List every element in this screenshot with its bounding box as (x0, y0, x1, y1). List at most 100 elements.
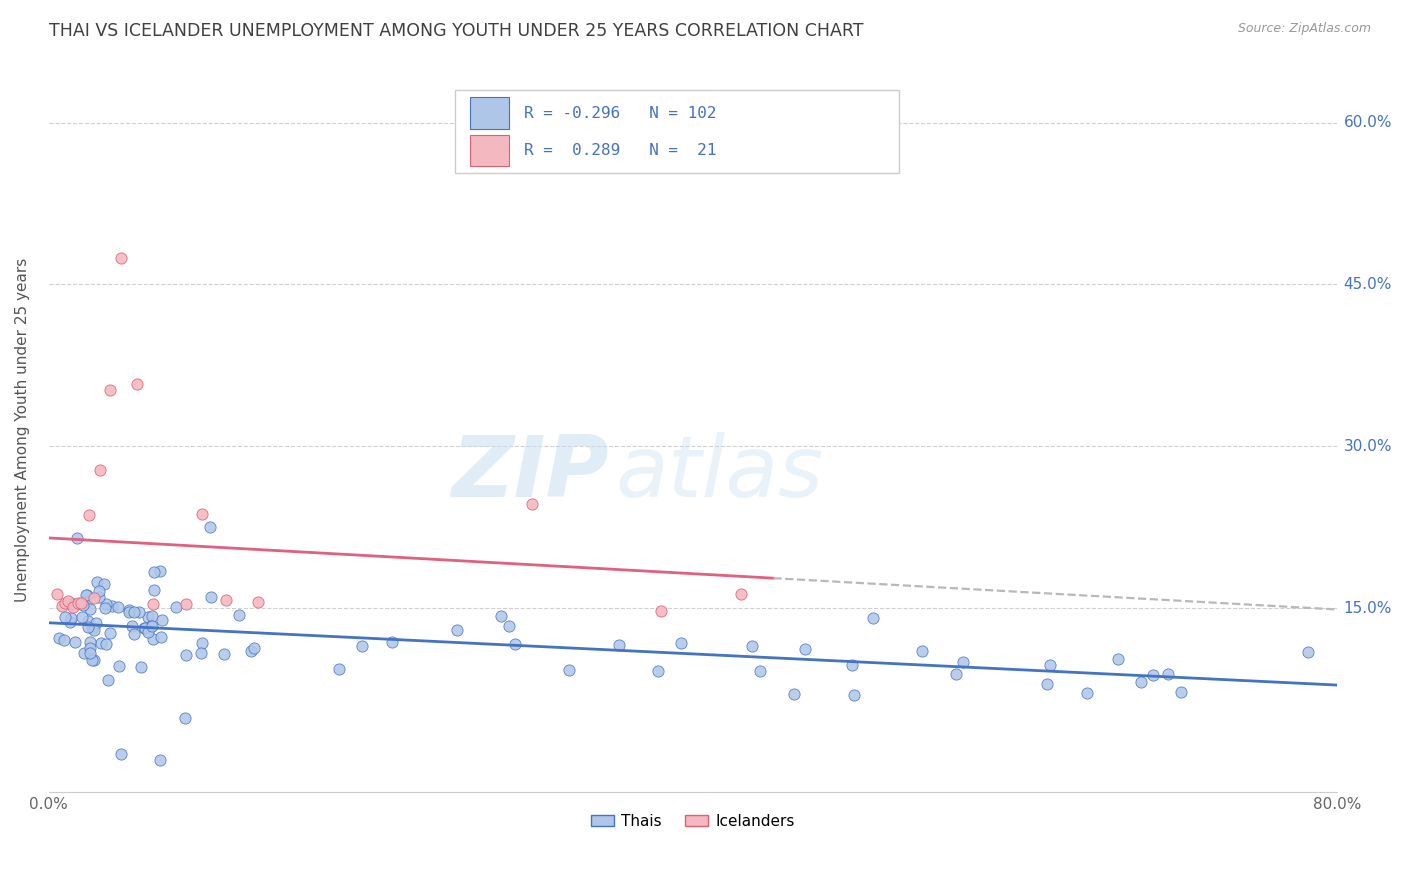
Point (127, 377, 149, 392)
Point (1170, 685, 1192, 699)
Point (149, 753, 172, 767)
Point (1296, 645, 1319, 659)
Point (489, 609, 512, 624)
Point (51, 599, 73, 613)
Point (84, 616, 107, 631)
Point (669, 636, 692, 650)
Point (77, 614, 100, 628)
Point (86, 575, 108, 590)
Point (53, 610, 76, 624)
Point (149, 565, 172, 579)
Point (83, 591, 105, 605)
Point (141, 609, 163, 624)
Point (110, 747, 132, 761)
Point (122, 626, 145, 640)
Point (190, 635, 212, 649)
Point (79, 647, 101, 661)
Point (139, 618, 162, 632)
Point (247, 595, 270, 609)
Point (98, 626, 121, 640)
Point (142, 598, 165, 612)
Point (70, 610, 93, 624)
Text: THAI VS ICELANDER UNEMPLOYMENT AMONG YOUTH UNDER 25 YEARS CORRELATION CHART: THAI VS ICELANDER UNEMPLOYMENT AMONG YOU… (49, 22, 863, 40)
Point (124, 605, 146, 619)
Point (200, 590, 222, 604)
Point (503, 637, 526, 651)
Point (79, 602, 101, 616)
Point (741, 640, 763, 654)
Point (129, 660, 152, 674)
Point (118, 605, 141, 619)
Point (60, 597, 83, 611)
Point (1107, 652, 1129, 666)
Point (607, 639, 630, 653)
Point (89, 463, 111, 477)
Point (748, 665, 770, 679)
Point (730, 587, 752, 601)
Point (110, 252, 132, 266)
FancyBboxPatch shape (470, 135, 509, 166)
Text: atlas: atlas (616, 432, 824, 516)
Point (76, 588, 98, 602)
Point (174, 597, 197, 611)
Point (174, 648, 197, 662)
Point (1076, 686, 1098, 700)
Point (90, 636, 112, 650)
Point (498, 619, 520, 633)
Point (150, 613, 173, 627)
Point (77, 508, 100, 523)
Point (841, 657, 863, 672)
Point (1157, 667, 1180, 681)
Point (198, 520, 221, 534)
Point (142, 582, 165, 597)
Point (782, 687, 804, 701)
Point (94, 637, 117, 651)
Point (45, 587, 67, 601)
Point (862, 611, 884, 625)
Point (60, 611, 83, 625)
Point (93, 601, 115, 615)
Point (118, 603, 141, 617)
Point (842, 688, 865, 702)
Text: 45.0%: 45.0% (1344, 277, 1392, 292)
Point (121, 619, 143, 633)
Point (75, 595, 97, 609)
FancyBboxPatch shape (454, 90, 898, 173)
Point (70, 596, 93, 610)
Point (63, 597, 86, 611)
Point (328, 662, 350, 676)
Point (53, 596, 76, 610)
Legend: Thais, Icelanders: Thais, Icelanders (585, 808, 801, 835)
Point (73, 646, 96, 660)
Point (58, 615, 80, 629)
Point (1130, 675, 1153, 690)
Point (945, 666, 967, 681)
Point (107, 600, 129, 615)
Point (79, 641, 101, 656)
Text: 15.0%: 15.0% (1344, 601, 1392, 615)
Point (75, 588, 97, 602)
Point (101, 599, 124, 614)
Point (1142, 667, 1164, 681)
Point (793, 641, 815, 656)
Point (98, 384, 121, 398)
Point (136, 609, 159, 624)
Point (381, 635, 404, 649)
Point (141, 619, 163, 633)
Point (212, 647, 235, 661)
Point (62, 600, 84, 615)
Point (83, 653, 105, 667)
Point (93, 577, 115, 591)
Point (174, 710, 197, 724)
Text: R = -0.296   N = 102: R = -0.296 N = 102 (524, 105, 717, 120)
Text: 60.0%: 60.0% (1344, 115, 1392, 130)
Point (1039, 658, 1062, 673)
Text: 30.0%: 30.0% (1344, 439, 1392, 454)
Point (240, 644, 263, 658)
Point (228, 608, 250, 623)
Point (66, 531, 89, 545)
Point (952, 655, 974, 669)
Point (190, 507, 212, 521)
Point (520, 497, 543, 511)
Point (149, 631, 172, 645)
